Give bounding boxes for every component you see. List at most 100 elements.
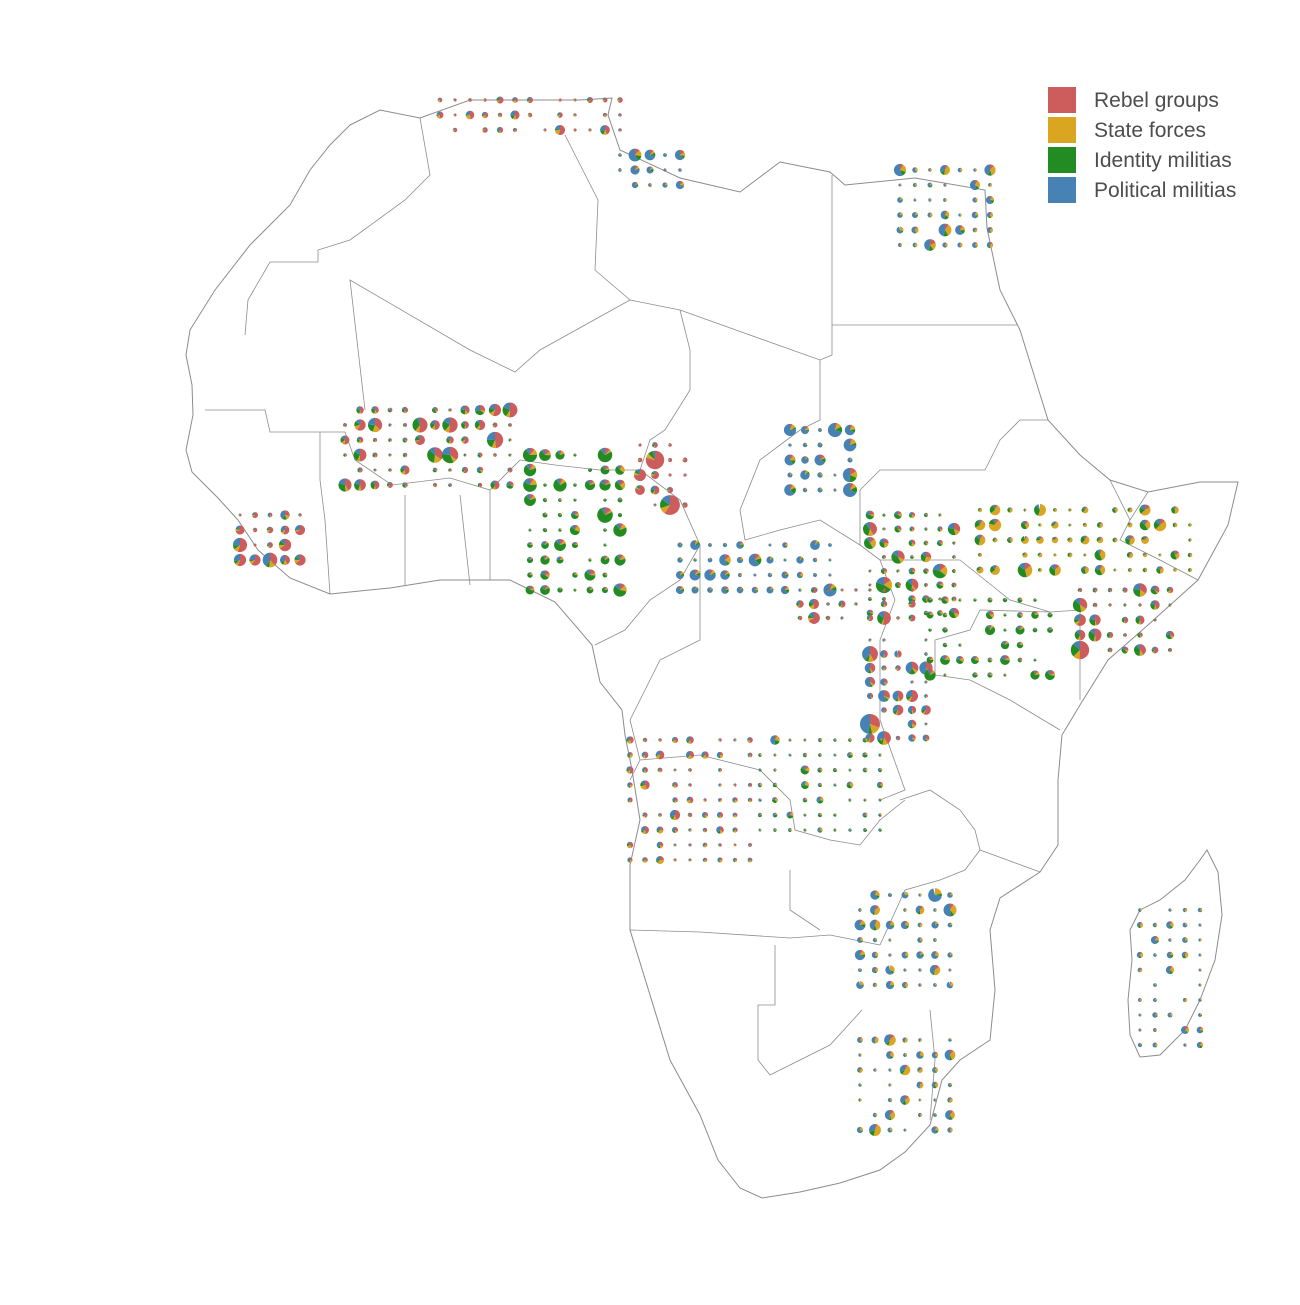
conflict-pie-marker [956,656,964,664]
conflict-pie-marker [863,522,877,536]
conflict-pie-marker [1003,628,1006,631]
conflict-pie-marker [573,498,576,501]
conflict-pie-marker [1068,523,1071,526]
conflict-pie-marker [573,113,576,116]
conflict-pie-marker [933,908,937,912]
conflict-pie-marker [373,438,377,442]
conflict-pie-marker [895,582,901,588]
conflict-pie-marker [253,543,256,546]
conflict-pie-marker [718,768,722,772]
conflict-pie-marker [543,128,546,131]
conflict-pie-marker [483,98,486,101]
conflict-pie-marker [718,738,721,741]
conflict-pie-marker [986,196,994,204]
conflict-pie-marker [1038,568,1042,572]
conflict-pie-marker [388,423,391,426]
conflict-pie-marker [873,938,877,942]
conflict-pie-marker [881,707,887,713]
conflict-pie-marker [603,113,607,117]
conflict-pie-marker [1089,614,1100,625]
pie-slice [1166,631,1170,635]
conflict-pie-marker [442,417,457,432]
conflict-pie-marker [878,798,881,801]
conflict-pie-marker [1075,630,1086,641]
conflict-pie-marker [1034,504,1046,516]
conflict-pie-marker [1074,614,1086,626]
conflict-pie-marker [1170,550,1179,559]
conflict-pie-marker [947,982,954,989]
conflict-pie-marker [648,183,652,187]
conflict-pie-marker [989,519,1001,531]
conflict-pie-marker [573,98,576,101]
conflict-pie-marker [388,468,392,472]
conflict-pie-marker [1134,644,1146,656]
conflict-pie-marker [947,1127,952,1132]
conflict-pie-marker [1083,523,1087,527]
conflict-pie-marker [868,638,871,641]
conflict-pie-marker [645,150,656,161]
conflict-pie-marker [927,182,932,187]
conflict-pie-marker [708,543,712,547]
conflict-pie-marker [371,481,380,490]
conflict-pie-marker [338,478,351,491]
conflict-pie-marker [682,502,687,507]
pie-slice [627,752,630,755]
legend-item-state-forces: State forces [1048,116,1288,146]
conflict-pie-marker [833,783,836,786]
conflict-pie-marker [858,1053,861,1056]
conflict-pie-marker [865,677,875,687]
conflict-pie-marker [573,453,576,456]
conflict-pie-marker [1173,568,1177,572]
conflict-pie-marker [924,239,936,251]
conflict-pie-marker [673,843,676,846]
conflict-pie-marker [927,597,932,602]
conflict-pie-marker [918,968,921,971]
conflict-pie-marker [881,665,886,670]
conflict-pie-marker [1138,1028,1141,1031]
conflict-pie-marker [672,737,678,743]
conflict-pie-marker [958,213,961,216]
conflict-pie-marker [896,569,899,572]
conflict-pie-marker [788,443,791,446]
conflict-pie-marker [719,554,731,566]
conflict-pie-marker [877,782,883,788]
conflict-pie-marker [387,482,393,488]
conflict-pie-marker [855,950,865,960]
conflict-pie-marker [490,480,499,489]
conflict-pie-marker [803,828,806,831]
conflict-pie-marker [803,443,807,447]
conflict-pie-marker [461,436,468,443]
conflict-pie-marker [477,452,482,457]
conflict-pie-marker [453,98,456,101]
conflict-pie-marker [716,826,723,833]
conflict-pie-marker [1018,658,1023,663]
conflict-pie-marker [987,672,992,677]
conflict-pie-marker [801,456,808,463]
conflict-pie-marker [814,454,825,465]
conflict-pie-marker [941,211,950,220]
conflict-pie-marker [554,539,566,551]
conflict-pie-marker [668,458,672,462]
conflict-pie-marker [928,888,942,902]
conflict-pie-marker [973,598,976,601]
conflict-pie-marker [888,1098,892,1102]
conflict-pie-marker [833,828,836,831]
conflict-pie-marker [918,893,921,896]
conflict-pie-marker [1052,537,1058,543]
conflict-pie-marker [1045,670,1055,680]
conflict-pie-marker [642,767,648,773]
conflict-pie-marker [1188,553,1193,558]
conflict-pie-marker [1166,966,1174,974]
conflict-pie-marker [388,453,391,456]
conflict-pie-marker [898,183,901,186]
conflict-pie-marker [888,893,892,897]
conflict-pie-marker [354,479,366,491]
conflict-pie-marker [717,812,723,818]
conflict-pie-marker [663,168,666,171]
conflict-pie-marker [886,921,895,930]
conflict-pie-marker [1168,603,1171,606]
conflict-pie-marker [826,602,830,606]
conflict-pie-marker [1000,655,1010,665]
conflict-pie-marker [833,738,837,742]
conflict-pie-marker [412,417,427,432]
